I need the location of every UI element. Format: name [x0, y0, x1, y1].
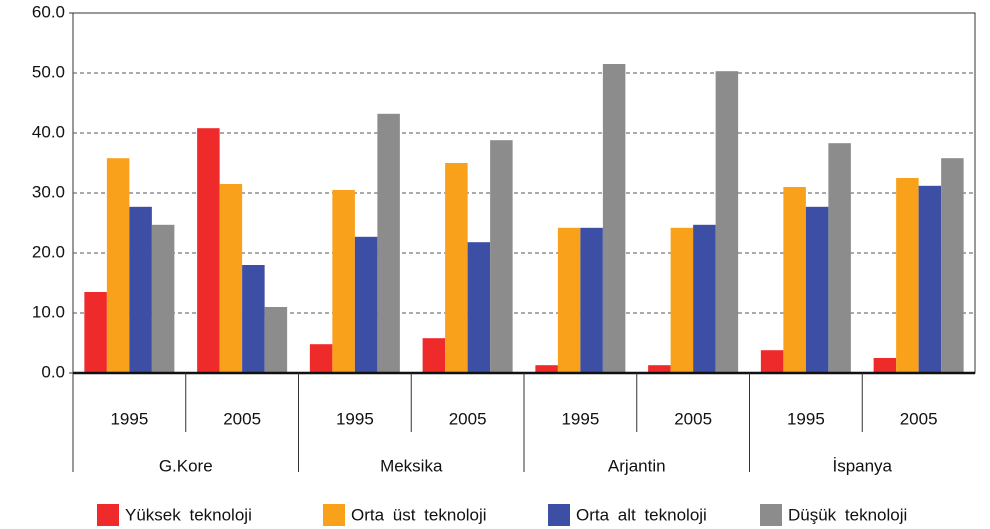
bar	[896, 178, 919, 373]
y-tick-label: 0.0	[41, 362, 65, 381]
bar	[106, 158, 130, 373]
bar	[783, 187, 806, 373]
legend-swatch	[760, 504, 782, 526]
bar	[941, 158, 964, 373]
y-tick-label: 40.0	[32, 122, 65, 141]
bar	[264, 307, 288, 373]
legend-swatch	[97, 504, 119, 526]
y-tick-label: 10.0	[32, 302, 65, 321]
bar	[309, 344, 333, 373]
x-tick-label: 1995	[561, 409, 599, 428]
bar	[805, 206, 829, 373]
x-tick-label: 2005	[223, 409, 261, 428]
bar	[602, 64, 626, 373]
group-label: Arjantin	[608, 456, 666, 475]
y-tick-label: 60.0	[32, 2, 65, 21]
y-tick-label: 50.0	[32, 62, 65, 81]
legend-label: Düşük teknoloji	[788, 505, 907, 524]
x-tick-label: 1995	[336, 409, 374, 428]
legend-label: Orta alt teknoloji	[576, 505, 707, 524]
group-label: Meksika	[380, 456, 443, 475]
bar	[557, 227, 581, 373]
legend-label: Yüksek teknoloji	[125, 505, 252, 524]
bar	[670, 227, 694, 373]
bar	[354, 236, 378, 373]
legend-swatch	[548, 504, 570, 526]
bar	[129, 206, 152, 373]
bar	[535, 365, 558, 373]
bar	[445, 163, 468, 373]
bar	[332, 190, 355, 373]
bar	[490, 140, 513, 373]
legend-swatch	[323, 504, 345, 526]
x-tick-label: 2005	[900, 409, 938, 428]
bar	[197, 128, 220, 373]
y-tick-label: 30.0	[32, 182, 65, 201]
group-label: İspanya	[832, 456, 892, 475]
x-tick-label: 1995	[787, 409, 825, 428]
bar	[219, 184, 243, 373]
x-tick-label: 2005	[674, 409, 712, 428]
bar	[715, 71, 739, 373]
bar	[580, 227, 603, 373]
bar	[873, 358, 897, 373]
bar	[693, 224, 716, 373]
bar	[760, 350, 784, 373]
y-tick-label: 20.0	[32, 242, 65, 261]
bar	[84, 292, 107, 373]
bar	[648, 365, 671, 373]
x-tick-label: 2005	[449, 409, 487, 428]
bar	[377, 113, 400, 374]
group-label: G.Kore	[159, 456, 213, 475]
bar	[422, 338, 446, 373]
bar	[918, 185, 942, 373]
bar	[467, 242, 491, 373]
bar	[151, 224, 175, 373]
bar	[828, 143, 851, 373]
legend-label: Orta üst teknoloji	[351, 505, 487, 524]
bar	[242, 265, 265, 373]
x-tick-label: 1995	[110, 409, 148, 428]
